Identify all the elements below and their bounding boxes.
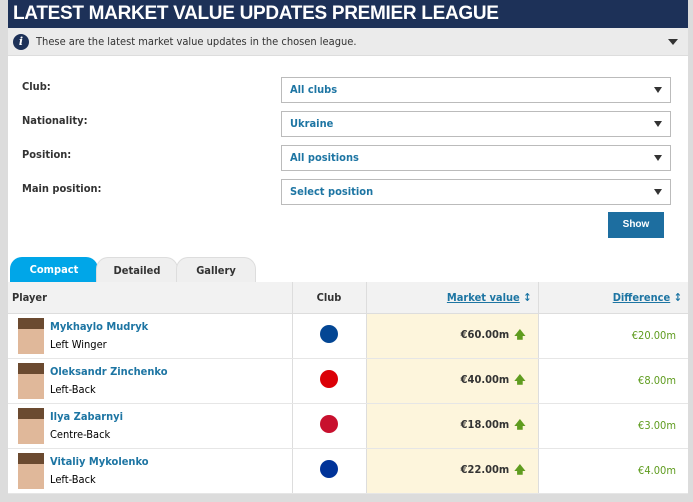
chevron-down-icon	[654, 189, 662, 195]
position-select-value: All positions	[290, 151, 359, 164]
position-label: Position:	[22, 148, 72, 161]
table-row: Oleksandr Zinchenko Left-Back €40.00m 🡅 €8…	[8, 358, 688, 404]
sort-difference-link[interactable]: Difference	[612, 290, 671, 304]
chevron-down-icon	[654, 87, 662, 93]
club-crest-icon[interactable]	[320, 370, 338, 388]
nationality-select-value: Ukraine	[290, 117, 334, 130]
tab-compact[interactable]: Compact	[10, 257, 98, 282]
market-value: €60.00m	[460, 328, 510, 341]
column-difference[interactable]: Difference ↕	[538, 282, 688, 314]
main-position-select[interactable]: Select position	[281, 179, 671, 205]
market-value-table: Player Club Market value ↕ Difference ↕ …	[8, 282, 688, 494]
club-label: Club:	[22, 80, 51, 93]
nationality-label: Nationality:	[22, 114, 88, 127]
player-name-link[interactable]: Vitaliy Mykolenko	[50, 455, 149, 468]
table-row: Mykhaylo Mudryk Left Winger €60.00m 🡅 €20.…	[8, 313, 688, 359]
nationality-select[interactable]: Ukraine	[281, 111, 671, 137]
club-crest-icon[interactable]	[320, 325, 338, 343]
club-cell	[292, 313, 367, 359]
difference-cell: €8.00m	[538, 358, 688, 404]
tab-detailed[interactable]: Detailed	[96, 257, 178, 282]
chevron-down-icon	[654, 121, 662, 127]
sort-icon[interactable]: ↕	[673, 290, 682, 304]
player-name-link[interactable]: Oleksandr Zinchenko	[50, 365, 168, 378]
table-row: Vitaliy Mykolenko Left-Back €22.00m 🡅 €4.0…	[8, 448, 688, 494]
player-position: Left-Back	[50, 383, 96, 396]
info-icon: i	[13, 33, 29, 50]
show-button[interactable]: Show	[608, 212, 664, 238]
sort-market-value-link[interactable]: Market value	[446, 290, 520, 304]
player-name-link[interactable]: Ilya Zabarnyi	[50, 410, 124, 423]
sort-icon[interactable]: ↕	[523, 290, 532, 304]
player-avatar[interactable]	[18, 317, 44, 354]
market-value: €18.00m	[460, 418, 510, 431]
player-cell: Oleksandr Zinchenko Left-Back	[8, 358, 293, 404]
market-value-cell: €22.00m 🡅	[366, 448, 539, 494]
player-avatar[interactable]	[18, 452, 44, 489]
arrow-up-icon: 🡅	[514, 418, 526, 431]
table-row: Ilya Zabarnyi Centre-Back €18.00m 🡅 €3.00m	[8, 403, 688, 449]
info-bar[interactable]: i These are the latest market value upda…	[8, 28, 688, 56]
tab-gallery[interactable]: Gallery	[176, 257, 256, 282]
page-title: LATEST MARKET VALUE UPDATES PREMIER LEAG…	[8, 0, 688, 28]
player-name-link[interactable]: Mykhaylo Mudryk	[50, 320, 149, 333]
info-text: These are the latest market value update…	[36, 35, 357, 48]
column-market-value[interactable]: Market value ↕	[366, 282, 539, 314]
market-value: €22.00m	[460, 463, 510, 476]
club-cell	[292, 448, 367, 494]
main-position-label: Main position:	[22, 182, 102, 195]
market-value-cell: €60.00m 🡅	[366, 313, 539, 359]
club-crest-icon[interactable]	[320, 415, 338, 433]
collapse-toggle-icon[interactable]	[668, 39, 678, 45]
arrow-up-icon: 🡅	[514, 373, 526, 386]
arrow-up-icon: 🡅	[514, 463, 526, 476]
club-cell	[292, 403, 367, 449]
column-player: Player	[8, 282, 293, 314]
player-position: Centre-Back	[50, 428, 111, 441]
club-crest-icon[interactable]	[320, 460, 338, 478]
player-position: Left-Back	[50, 473, 96, 486]
position-select[interactable]: All positions	[281, 145, 671, 171]
difference-cell: €20.00m	[538, 313, 688, 359]
club-select-value: All clubs	[290, 83, 338, 96]
market-value: €40.00m	[460, 373, 510, 386]
player-cell: Vitaliy Mykolenko Left-Back	[8, 448, 293, 494]
market-value-cell: €40.00m 🡅	[366, 358, 539, 404]
player-avatar[interactable]	[18, 407, 44, 444]
arrow-up-icon: 🡅	[514, 328, 526, 341]
player-cell: Mykhaylo Mudryk Left Winger	[8, 313, 293, 359]
player-avatar[interactable]	[18, 362, 44, 399]
market-value-cell: €18.00m 🡅	[366, 403, 539, 449]
main-position-select-value: Select position	[290, 185, 374, 198]
market-value-panel: LATEST MARKET VALUE UPDATES PREMIER LEAG…	[8, 0, 688, 494]
difference-cell: €3.00m	[538, 403, 688, 449]
column-club: Club	[292, 282, 367, 314]
difference-cell: €4.00m	[538, 448, 688, 494]
player-cell: Ilya Zabarnyi Centre-Back	[8, 403, 293, 449]
club-cell	[292, 358, 367, 404]
club-select[interactable]: All clubs	[281, 77, 671, 103]
chevron-down-icon	[654, 155, 662, 161]
player-position: Left Winger	[50, 338, 107, 351]
